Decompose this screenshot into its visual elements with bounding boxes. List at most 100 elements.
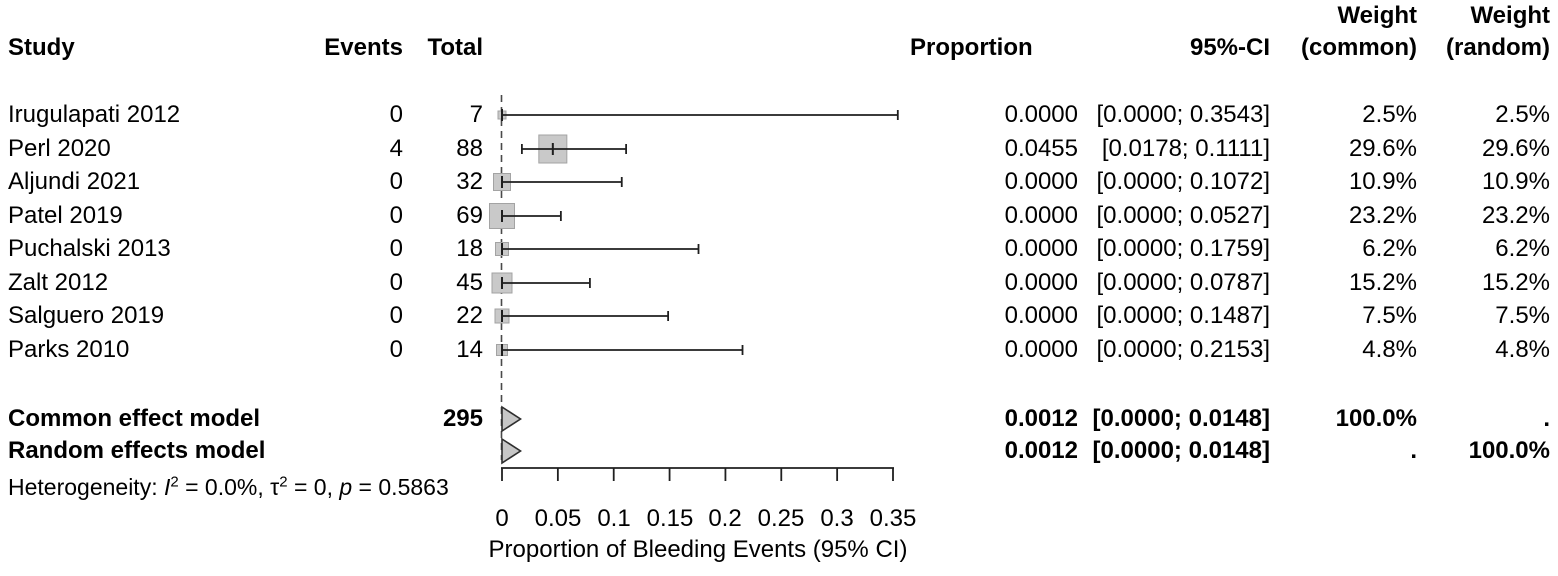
- header-events: Events: [324, 34, 403, 61]
- pooled-proportion: 0.0012: [1004, 437, 1078, 464]
- x-tick-label: 0.1: [597, 505, 631, 532]
- events-value: 0: [389, 168, 403, 195]
- x-tick-label: 0.25: [757, 505, 805, 532]
- table-row: Patel 2019 0 69 0.0000 [0.0000; 0.0527] …: [0, 202, 1558, 230]
- events-value: 0: [389, 336, 403, 363]
- header-proportion: Proportion: [910, 34, 1033, 61]
- x-tick-label: 0.15: [646, 505, 694, 532]
- pooled-weight-random: .: [1543, 405, 1550, 432]
- pooled-label: Common effect model: [8, 405, 261, 432]
- total-value: 45: [456, 269, 483, 296]
- header-weight-random-sub: (random): [1446, 34, 1550, 61]
- proportion-value: 0.0000: [1004, 269, 1078, 296]
- proportion-value: 0.0000: [1004, 336, 1078, 363]
- pooled-row-common: Common effect model 295 0.0012 [0.0000; …: [0, 405, 1558, 433]
- p-symbol: p: [339, 474, 353, 500]
- header-weight-common: Weight: [1337, 2, 1417, 29]
- ci-value: [0.0000; 0.3543]: [1096, 101, 1270, 128]
- x-axis-title: Proportion of Bleeding Events (95% CI): [488, 536, 908, 563]
- table-row: Puchalski 2013 0 18 0.0000 [0.0000; 0.17…: [0, 235, 1558, 263]
- table-row: Salguero 2019 0 22 0.0000 [0.0000; 0.148…: [0, 302, 1558, 330]
- pooled-proportion: 0.0012: [1004, 405, 1078, 432]
- total-value: 88: [456, 135, 483, 162]
- header-study: Study: [8, 34, 75, 61]
- total-value: 22: [456, 302, 483, 329]
- table-row: Perl 2020 4 88 0.0455 [0.0178; 0.1111] 2…: [0, 135, 1558, 163]
- header-ci: 95%-CI: [1189, 34, 1270, 61]
- ci-value: [0.0178; 0.1111]: [1101, 135, 1270, 162]
- proportion-value: 0.0000: [1004, 235, 1078, 262]
- x-tick-label: 0.3: [820, 505, 854, 532]
- table-row: Zalt 2012 0 45 0.0000 [0.0000; 0.0787] 1…: [0, 269, 1558, 297]
- ci-value: [0.0000; 0.0787]: [1096, 269, 1270, 296]
- proportion-value: 0.0000: [1004, 101, 1078, 128]
- proportion-value: 0.0000: [1004, 168, 1078, 195]
- events-value: 4: [389, 135, 403, 162]
- study-name: Salguero 2019: [8, 302, 165, 329]
- header-weight-random: Weight: [1470, 2, 1550, 29]
- weight-random-value: 4.8%: [1495, 336, 1550, 363]
- total-value: 7: [469, 101, 483, 128]
- study-name: Perl 2020: [8, 135, 111, 162]
- x-tick-label: 0: [495, 505, 509, 532]
- weight-random-value: 2.5%: [1495, 101, 1550, 128]
- events-value: 0: [389, 235, 403, 262]
- p-value: = 0.5863: [352, 474, 449, 500]
- study-name: Zalt 2012: [8, 269, 109, 296]
- proportion-value: 0.0000: [1004, 202, 1078, 229]
- total-value: 69: [456, 202, 483, 229]
- events-value: 0: [389, 302, 403, 329]
- events-value: 0: [389, 202, 403, 229]
- weight-random-value: 10.9%: [1481, 168, 1550, 195]
- study-name: Irugulapati 2012: [8, 101, 181, 128]
- study-name: Parks 2010: [8, 336, 130, 363]
- header-row: Study Events Total Proportion 95%-CI (co…: [0, 34, 1558, 62]
- pooled-weight-random: 100.0%: [1468, 437, 1550, 464]
- x-tick-label: 0.05: [534, 505, 582, 532]
- tau-squared-exponent: 2: [279, 473, 288, 491]
- weight-random-value: 29.6%: [1481, 135, 1550, 162]
- i-squared-exponent: 2: [170, 473, 179, 491]
- ci-value: [0.0000; 0.1487]: [1096, 302, 1270, 329]
- ci-value: [0.0000; 0.1759]: [1096, 235, 1270, 262]
- study-name: Aljundi 2021: [8, 168, 141, 195]
- i-squared-symbol: I: [163, 474, 171, 500]
- header-row-weights: Weight Weight: [0, 2, 1558, 30]
- header-weight-common-sub: (common): [1301, 34, 1417, 61]
- table-row: Irugulapati 2012 0 7 0.0000 [0.0000; 0.3…: [0, 101, 1558, 129]
- heterogeneity-note: Heterogeneity: I2 = 0.0%, τ2 = 0, p = 0.…: [8, 473, 449, 501]
- proportion-value: 0.0000: [1004, 302, 1078, 329]
- pooled-row-random: Random effects model 0.0012 [0.0000; 0.0…: [0, 437, 1558, 465]
- weight-common-value: 6.2%: [1362, 235, 1417, 262]
- header-total: Total: [427, 34, 483, 61]
- weight-common-value: 23.2%: [1348, 202, 1417, 229]
- study-name: Puchalski 2013: [8, 235, 171, 262]
- pooled-weight-common: 100.0%: [1335, 405, 1417, 432]
- total-value: 32: [456, 168, 483, 195]
- events-value: 0: [389, 101, 403, 128]
- x-tick-label: 0.2: [708, 505, 742, 532]
- pooled-label: Random effects model: [8, 437, 266, 464]
- weight-common-value: 10.9%: [1348, 168, 1417, 195]
- total-value: 18: [456, 235, 483, 262]
- table-row: Parks 2010 0 14 0.0000 [0.0000; 0.2153] …: [0, 336, 1558, 364]
- heterogeneity-prefix: Heterogeneity:: [8, 474, 164, 500]
- weight-common-value: 2.5%: [1362, 101, 1417, 128]
- total-value: 14: [456, 336, 483, 363]
- weight-common-value: 4.8%: [1362, 336, 1417, 363]
- weight-common-value: 15.2%: [1348, 269, 1417, 296]
- pooled-ci: [0.0000; 0.0148]: [1092, 405, 1270, 432]
- ci-value: [0.0000; 0.2153]: [1096, 336, 1270, 363]
- weight-common-value: 29.6%: [1348, 135, 1417, 162]
- pooled-total: [406, 437, 483, 465]
- events-value: 0: [389, 269, 403, 296]
- i-squared-value: = 0.0%,: [178, 474, 271, 500]
- tau-squared-value: = 0,: [287, 474, 340, 500]
- ci-value: [0.0000; 0.0527]: [1096, 202, 1270, 229]
- pooled-total: 295: [442, 405, 483, 432]
- weight-common-value: 7.5%: [1362, 302, 1417, 329]
- x-tick-label: 0.35: [869, 505, 917, 532]
- pooled-ci: [0.0000; 0.0148]: [1092, 437, 1270, 464]
